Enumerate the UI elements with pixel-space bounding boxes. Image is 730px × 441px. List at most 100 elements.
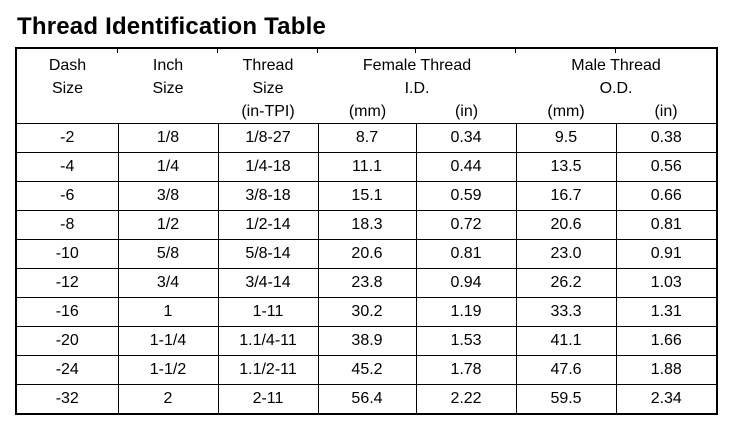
cell-dash-size: -20 — [15, 326, 119, 356]
cell-inch-size: 3/4 — [117, 268, 219, 298]
header-unit-row: (mm) (in) — [318, 100, 516, 123]
header-dash-size: Dash Size — [16, 48, 118, 124]
cell-inch-size: 5/8 — [117, 239, 219, 269]
table-header: Dash Size Inch Size Thread Size (in-TPI)… — [16, 48, 718, 124]
cell-dash-size: -6 — [15, 181, 119, 211]
cell-thread-size: 1/2-14 — [217, 210, 319, 240]
cell-female-id-in: 2.22 — [415, 384, 517, 414]
cell-male-od-mm: 41.1 — [515, 326, 617, 356]
cell-male-od-in: 2.34 — [615, 384, 718, 414]
cell-female-id-in: 0.94 — [415, 268, 517, 298]
header-line: Size — [51, 80, 84, 97]
cell-dash-size: -16 — [15, 297, 119, 327]
cell-male-od-mm: 9.5 — [515, 123, 617, 153]
header-line: Thread — [242, 57, 294, 74]
header-unit-row: (mm) (in) — [516, 100, 716, 123]
page-title: Thread Identification Table — [17, 13, 326, 40]
cell-female-id-mm: 38.9 — [317, 326, 417, 356]
cell-female-id-mm: 11.1 — [317, 152, 417, 182]
cell-inch-size: 3/8 — [117, 181, 219, 211]
table-row: -32 2 2-11 56.4 2.22 59.5 2.34 — [15, 384, 718, 414]
cell-male-od-in: 1.88 — [615, 355, 718, 385]
header-female-thread: Female Thread I.D. (mm) (in) — [318, 48, 517, 124]
cell-thread-size: 5/8-14 — [217, 239, 319, 269]
thread-identification-table: Dash Size Inch Size Thread Size (in-TPI)… — [15, 47, 719, 415]
cell-male-od-in: 1.66 — [615, 326, 718, 356]
table-row: -20 1-1/4 1.1/4-11 38.9 1.53 41.1 1.66 — [15, 326, 718, 356]
cell-male-od-mm: 47.6 — [515, 355, 617, 385]
cell-inch-size: 1-1/4 — [117, 326, 219, 356]
cell-thread-size: 1-11 — [217, 297, 319, 327]
cell-female-id-mm: 8.7 — [317, 123, 417, 153]
cell-male-od-mm: 26.2 — [515, 268, 617, 298]
cell-dash-size: -12 — [15, 268, 119, 298]
cell-male-od-in: 0.38 — [615, 123, 718, 153]
header-line: Inch — [152, 57, 184, 74]
cell-inch-size: 2 — [117, 384, 219, 414]
header-female-mm: (mm) — [348, 103, 387, 120]
header-row: Dash Size Inch Size Thread Size (in-TPI)… — [16, 48, 718, 124]
table-row: -10 5/8 5/8-14 20.6 0.81 23.0 0.91 — [15, 239, 718, 269]
cell-female-id-mm: 18.3 — [317, 210, 417, 240]
cell-male-od-in: 0.56 — [615, 152, 718, 182]
header-line: Dash — [48, 57, 87, 74]
cell-male-od-mm: 20.6 — [515, 210, 617, 240]
header-inch-size: Inch Size — [118, 48, 218, 124]
table-row: -4 1/4 1/4-18 11.1 0.44 13.5 0.56 — [15, 152, 718, 182]
header-line: Female Thread — [362, 57, 472, 74]
cell-inch-size: 1/4 — [117, 152, 219, 182]
cell-male-od-in: 1.03 — [615, 268, 718, 298]
cell-male-od-mm: 23.0 — [515, 239, 617, 269]
cell-male-od-in: 1.31 — [615, 297, 718, 327]
table-row: -16 1 1-11 30.2 1.19 33.3 1.31 — [15, 297, 718, 327]
cell-female-id-mm: 45.2 — [317, 355, 417, 385]
header-male-thread: Male Thread O.D. (mm) (in) — [516, 48, 718, 124]
column-tick — [615, 49, 616, 53]
cell-male-od-mm: 13.5 — [515, 152, 617, 182]
table-row: -2 1/8 1/8-27 8.7 0.34 9.5 0.38 — [15, 123, 718, 153]
cell-thread-size: 1/8-27 — [217, 123, 319, 153]
column-tick — [515, 49, 516, 53]
table-row: -8 1/2 1/2-14 18.3 0.72 20.6 0.81 — [15, 210, 718, 240]
cell-male-od-mm: 33.3 — [515, 297, 617, 327]
column-tick — [317, 49, 318, 53]
header-male-in: (in) — [654, 103, 678, 120]
cell-female-id-mm: 23.8 — [317, 268, 417, 298]
cell-female-id-mm: 15.1 — [317, 181, 417, 211]
table-row: -6 3/8 3/8-18 15.1 0.59 16.7 0.66 — [15, 181, 718, 211]
cell-inch-size: 1-1/2 — [117, 355, 219, 385]
cell-dash-size: -24 — [15, 355, 119, 385]
header-line: Male Thread — [571, 57, 661, 74]
header-line: (in-TPI) — [241, 103, 295, 120]
header-thread-size: Thread Size (in-TPI) — [218, 48, 318, 124]
cell-dash-size: -2 — [15, 123, 119, 153]
header-line: Size — [252, 80, 284, 97]
cell-thread-size: 2-11 — [217, 384, 319, 414]
cell-female-id-in: 1.78 — [415, 355, 517, 385]
column-tick — [117, 49, 118, 53]
cell-female-id-in: 1.19 — [415, 297, 517, 327]
cell-female-id-in: 0.34 — [415, 123, 517, 153]
table-body: -2 1/8 1/8-27 8.7 0.34 9.5 0.38 -4 1/4 1/4-18 11.1… — [15, 123, 718, 414]
cell-thread-size: 1.1/4-11 — [217, 326, 319, 356]
cell-dash-size: -4 — [15, 152, 119, 182]
column-tick — [217, 49, 218, 53]
cell-male-od-in: 0.81 — [615, 210, 718, 240]
cell-dash-size: -8 — [15, 210, 119, 240]
cell-female-id-in: 0.72 — [415, 210, 517, 240]
cell-female-id-mm: 30.2 — [317, 297, 417, 327]
cell-inch-size: 1 — [117, 297, 219, 327]
cell-dash-size: -10 — [15, 239, 119, 269]
cell-male-od-in: 0.66 — [615, 181, 718, 211]
cell-thread-size: 3/8-18 — [217, 181, 319, 211]
cell-female-id-in: 1.53 — [415, 326, 517, 356]
cell-female-id-in: 0.44 — [415, 152, 517, 182]
cell-dash-size: -32 — [15, 384, 119, 414]
table-row: -12 3/4 3/4-14 23.8 0.94 26.2 1.03 — [15, 268, 718, 298]
cell-thread-size: 1/4-18 — [217, 152, 319, 182]
column-tick — [415, 49, 416, 53]
cell-male-od-mm: 16.7 — [515, 181, 617, 211]
header-line: O.D. — [599, 80, 633, 97]
header-male-mm: (mm) — [547, 103, 585, 120]
